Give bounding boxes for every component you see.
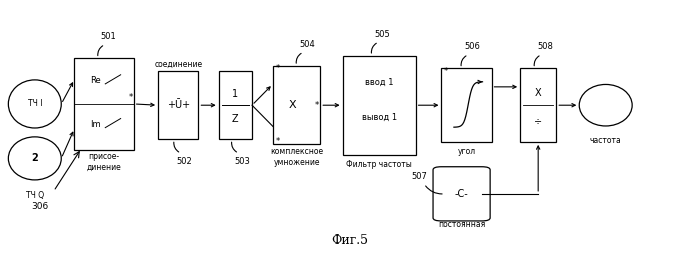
Text: ТЧ I: ТЧ I bbox=[27, 99, 42, 108]
Text: присое-
динение: присое- динение bbox=[87, 152, 122, 172]
Text: +Ū+: +Ū+ bbox=[166, 100, 190, 110]
FancyBboxPatch shape bbox=[219, 71, 252, 140]
Text: *: * bbox=[129, 93, 133, 102]
Text: 506: 506 bbox=[464, 42, 480, 51]
Ellipse shape bbox=[8, 137, 62, 180]
Ellipse shape bbox=[579, 84, 632, 126]
Text: *: * bbox=[443, 67, 447, 76]
Text: постоянная: постоянная bbox=[438, 220, 485, 229]
Text: угол: угол bbox=[457, 147, 475, 156]
FancyBboxPatch shape bbox=[273, 66, 320, 144]
Text: ввод 1: ввод 1 bbox=[365, 78, 394, 87]
Text: вывод 1: вывод 1 bbox=[361, 113, 396, 122]
Text: комплексное
умножение: комплексное умножение bbox=[270, 147, 323, 167]
FancyBboxPatch shape bbox=[158, 71, 199, 140]
Text: X: X bbox=[535, 88, 542, 98]
Text: частота: частота bbox=[590, 136, 621, 145]
Text: 504: 504 bbox=[299, 40, 315, 49]
Text: 306: 306 bbox=[31, 202, 48, 211]
Text: 503: 503 bbox=[234, 157, 250, 166]
FancyBboxPatch shape bbox=[343, 56, 416, 155]
Text: Фильтр частоты: Фильтр частоты bbox=[346, 160, 412, 169]
Text: Im: Im bbox=[90, 120, 101, 130]
Text: 2: 2 bbox=[31, 153, 38, 163]
FancyBboxPatch shape bbox=[441, 69, 491, 142]
Text: 1: 1 bbox=[232, 89, 238, 99]
Text: соединение: соединение bbox=[154, 59, 202, 69]
Text: 505: 505 bbox=[375, 30, 390, 39]
Text: 501: 501 bbox=[101, 32, 117, 41]
Text: Z: Z bbox=[232, 114, 238, 124]
Text: *: * bbox=[315, 101, 319, 110]
Ellipse shape bbox=[8, 80, 62, 128]
Text: ТЧ Q: ТЧ Q bbox=[26, 191, 44, 200]
Text: Re: Re bbox=[90, 76, 101, 85]
Text: Фиг.5: Фиг.5 bbox=[331, 234, 368, 247]
FancyBboxPatch shape bbox=[520, 69, 556, 142]
Text: 507: 507 bbox=[411, 172, 427, 181]
Text: 508: 508 bbox=[537, 42, 553, 51]
Text: *: * bbox=[275, 137, 280, 146]
Text: -C-: -C- bbox=[455, 189, 468, 199]
Text: *: * bbox=[275, 65, 280, 73]
Text: X: X bbox=[289, 100, 296, 110]
Text: ÷: ÷ bbox=[534, 116, 542, 126]
FancyBboxPatch shape bbox=[75, 58, 134, 150]
Text: 502: 502 bbox=[177, 157, 192, 166]
FancyBboxPatch shape bbox=[433, 167, 490, 221]
